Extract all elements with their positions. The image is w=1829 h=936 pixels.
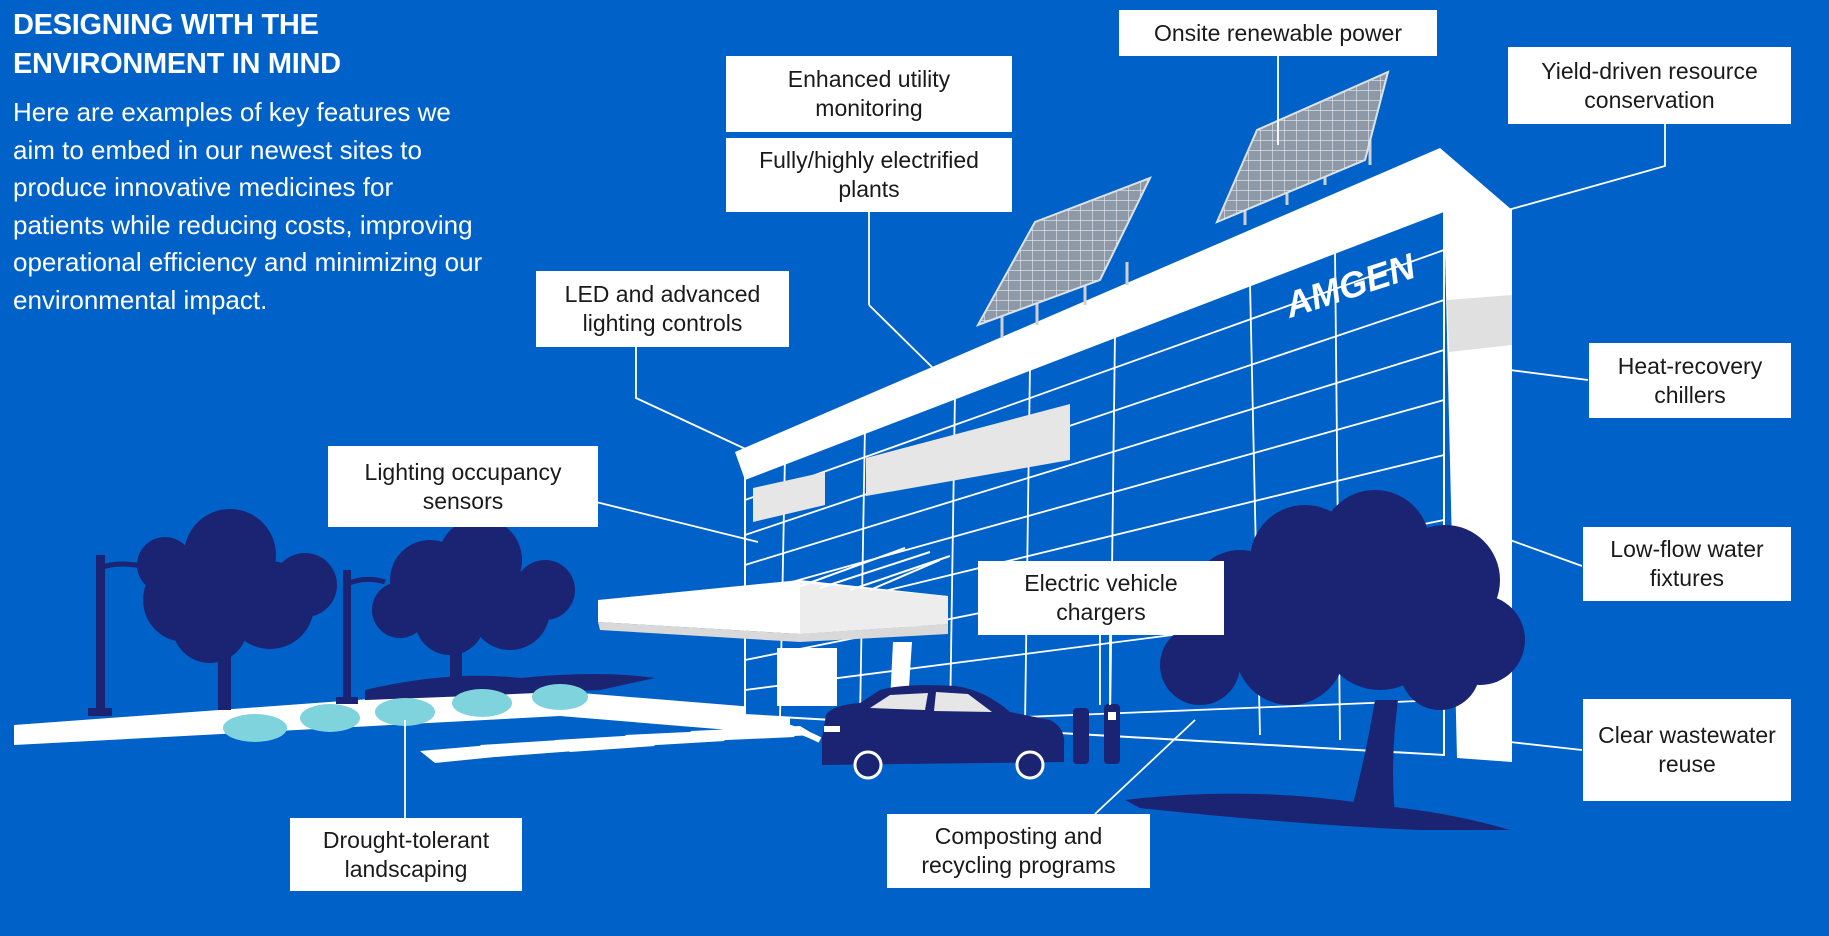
label-heat-recovery-chillers: Heat-recovery chillers	[1589, 343, 1791, 418]
solar-panels-icon	[975, 70, 1390, 338]
label-yield-driven-resource-conservation: Yield-driven resource conservation	[1508, 47, 1791, 124]
label-composting-recycling-programs: Composting and recycling programs	[887, 814, 1150, 888]
label-fully-electrified-plants: Fully/highly electrified plants	[726, 138, 1012, 212]
label-electric-vehicle-chargers: Electric vehicle chargers	[978, 561, 1224, 635]
drought-tolerant-grasses	[223, 684, 588, 742]
label-led-lighting-controls: LED and advanced lighting controls	[536, 271, 789, 347]
electric-car-icon	[822, 685, 1065, 780]
intro-text: Here are examples of key features we aim…	[13, 97, 483, 315]
crosswalk	[420, 726, 815, 763]
page-title: DESIGNING WITH THE ENVIRONMENT IN MIND	[13, 9, 341, 80]
label-drought-tolerant-landscaping: Drought-tolerant landscaping	[290, 818, 522, 891]
label-lighting-occupancy-sensors: Lighting occupancy sensors	[328, 446, 598, 527]
label-clear-wastewater-reuse: Clear wastewater reuse	[1583, 699, 1791, 801]
label-low-flow-water-fixtures: Low-flow water fixtures	[1583, 527, 1791, 601]
leader-lines	[404, 56, 1666, 818]
label-enhanced-utility-monitoring: Enhanced utility monitoring	[726, 56, 1012, 132]
label-onsite-renewable-power: Onsite renewable power	[1119, 10, 1437, 56]
ev-charger-icon	[1073, 704, 1120, 764]
intro-block: DESIGNING WITH THE ENVIRONMENT IN MIND H…	[13, 6, 483, 319]
left-trees	[137, 509, 655, 710]
